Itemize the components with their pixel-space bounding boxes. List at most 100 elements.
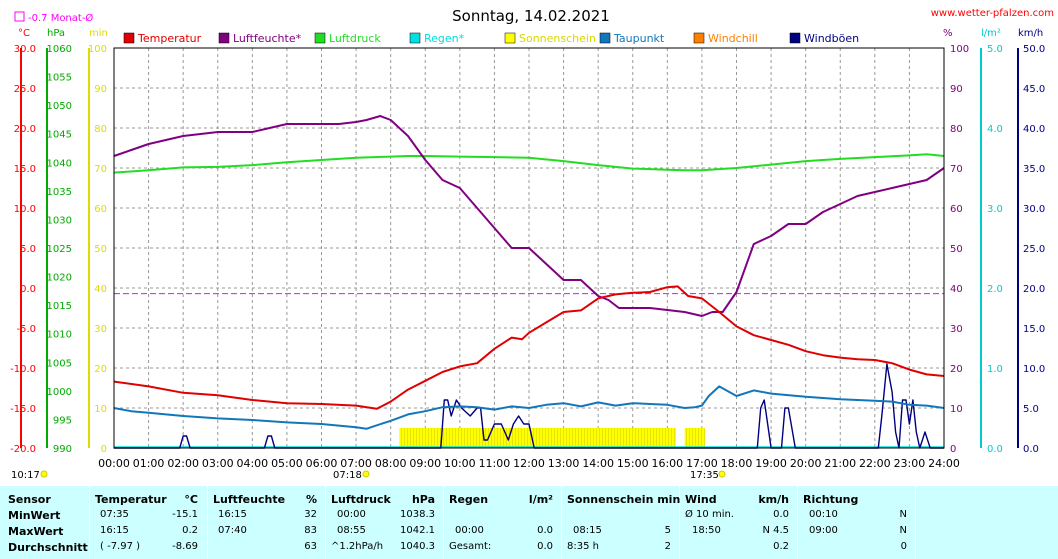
time-tick-label: 15:00 <box>617 457 649 470</box>
sunset-marker: 17:35 <box>690 470 726 481</box>
pressure-tick-label: 1025 <box>47 244 72 255</box>
legend-swatch-pressure <box>314 32 326 44</box>
stats-row-label: MaxWert <box>8 525 64 538</box>
wind-tick-label: 45.0 <box>1023 84 1045 95</box>
stats-row-label: MinWert <box>8 509 61 522</box>
stats-header-humidity-unit: % <box>305 493 317 506</box>
time-tick-label: 01:00 <box>133 457 165 470</box>
current-time: 10:17 <box>11 470 40 481</box>
sunrise-sun-icon <box>362 470 370 478</box>
time-tick-label: 10:00 <box>444 457 476 470</box>
unit-percent: % <box>943 28 953 39</box>
time-tick-label: 03:00 <box>202 457 234 470</box>
legend-label-gusts: Windböen <box>804 32 859 45</box>
wind-tick-label: 5.0 <box>1023 404 1039 415</box>
humidity-tick-label: 100 <box>950 44 969 55</box>
stats-cell: 0.2 <box>182 525 198 536</box>
pressure-series-line <box>113 153 945 174</box>
unit-wind: km/h <box>1018 28 1043 39</box>
unit-min: min <box>89 28 108 39</box>
plot-area <box>113 47 945 449</box>
stats-cell: 09:00 <box>809 525 838 536</box>
time-tick-label: 06:00 <box>306 457 338 470</box>
time-tick-label: 23:00 <box>894 457 926 470</box>
stats-cell: 0 <box>900 541 907 552</box>
temperature-tick-label: 25.0 <box>14 84 36 95</box>
axis-tick-labels: 30.0 25.0 20.0 15.0 10.0 5.0 0.0 -5.0 -10.0 -15.0… <box>10 44 1045 470</box>
sunshine-tick-label: 90 <box>94 84 107 95</box>
weather-chart: Sonntag, 14.02.2021 www.wetter-pfalzen.c… <box>10 7 1054 481</box>
legend-swatch-gusts <box>789 32 801 44</box>
stats-cell: N <box>899 525 907 536</box>
stats-cell: 0.0 <box>537 541 553 552</box>
legend-swatch-temperature <box>123 32 135 44</box>
stats-header-pressure-unit: hPa <box>411 493 435 506</box>
legend-swatch-rain <box>409 32 421 44</box>
wind-tick-label: 40.0 <box>1023 124 1045 135</box>
pressure-tick-label: 1055 <box>47 73 72 84</box>
current-time-marker: 10:17 <box>11 470 48 481</box>
temperature-tick-label: 30.0 <box>14 44 36 55</box>
stats-header-pressure: Luftdruck <box>331 493 391 506</box>
legend-label-sunshine: Sonnenschein <box>519 32 596 45</box>
site-link[interactable]: www.wetter-pfalzen.com <box>931 8 1054 19</box>
pressure-tick-label: 1005 <box>47 358 72 369</box>
pressure-tick-label: 1060 <box>47 44 72 55</box>
sunrise-marker: 07:18 <box>333 470 370 481</box>
stats-cell: 08:55 <box>337 525 366 536</box>
time-tick-label: 09:00 <box>409 457 441 470</box>
sunshine-tick-label: 10 <box>94 404 107 415</box>
stats-header-humidity: Luftfeuchte <box>213 493 286 506</box>
humidity-series-line <box>113 115 945 317</box>
stats-cell: 32 <box>304 509 317 520</box>
stats-cell: -8.69 <box>172 541 198 552</box>
wind-tick-label: 10.0 <box>1023 364 1045 375</box>
legend-label-rain: Regen* <box>424 32 465 45</box>
rain-tick-label: 1.0 <box>987 364 1003 375</box>
temperature-tick-label: 0.0 <box>20 284 36 295</box>
stats-cell: 1042.1 <box>400 525 435 536</box>
chart-legend: Temperatur Luftfeuchte* Luftdruck Regen* Son… <box>123 32 859 45</box>
sunshine-tick-label: 50 <box>94 244 107 255</box>
time-tick-label: 19:00 <box>755 457 787 470</box>
pressure-tick-label: 1020 <box>47 273 72 284</box>
pressure-tick-label: 1045 <box>47 130 72 141</box>
humidity-tick-label: 60 <box>950 204 963 215</box>
sunshine-tick-label: 20 <box>94 364 107 375</box>
time-tick-label: 20:00 <box>790 457 822 470</box>
time-tick-label: 22:00 <box>859 457 891 470</box>
time-tick-label: 24:00 <box>928 457 960 470</box>
temperature-tick-label: -20.0 <box>10 444 36 455</box>
time-tick-label: 14:00 <box>582 457 614 470</box>
humidity-tick-label: 40 <box>950 284 963 295</box>
pressure-tick-label: 1000 <box>47 387 72 398</box>
legend-label-pressure: Luftdruck <box>329 32 381 45</box>
sunshine-tick-label: 80 <box>94 124 107 135</box>
sunset-sun-icon <box>718 470 726 478</box>
rain-tick-label: 3.0 <box>987 204 1003 215</box>
stats-cell: 5 <box>664 525 671 536</box>
stats-cell: 83 <box>304 525 317 536</box>
time-tick-label: 16:00 <box>651 457 683 470</box>
sunshine-tick-label: 40 <box>94 284 107 295</box>
legend-label-dewpoint: Taupunkt <box>613 32 665 45</box>
humidity-tick-label: 90 <box>950 84 963 95</box>
stats-cell: 07:40 <box>218 525 247 536</box>
dewpoint-series-line <box>113 385 945 430</box>
sunshine-tick-label: 70 <box>94 164 107 175</box>
humidity-tick-label: 30 <box>950 324 963 335</box>
time-tick-label: 13:00 <box>548 457 580 470</box>
humidity-tick-label: 10 <box>950 404 963 415</box>
time-tick-label: 08:00 <box>375 457 407 470</box>
unit-rain: l/m² <box>981 28 1001 39</box>
sunshine-bar <box>399 428 676 448</box>
pressure-tick-label: 990 <box>53 444 72 455</box>
temperature-tick-label: 20.0 <box>14 124 36 135</box>
wind-tick-label: 50.0 <box>1023 44 1045 55</box>
time-tick-label: 04:00 <box>236 457 268 470</box>
humidity-tick-label: 70 <box>950 164 963 175</box>
wind-tick-label: 0.0 <box>1023 444 1039 455</box>
stats-header-rain: Regen <box>449 493 489 506</box>
time-tick-label: 00:00 <box>98 457 130 470</box>
pressure-tick-label: 1030 <box>47 215 72 226</box>
